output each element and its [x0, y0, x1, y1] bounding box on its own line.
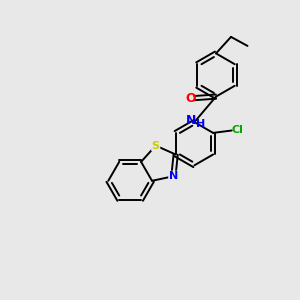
Text: N: N — [169, 171, 178, 181]
Text: Cl: Cl — [232, 125, 244, 136]
Text: N: N — [186, 114, 197, 127]
Text: O: O — [185, 92, 196, 105]
Text: H: H — [196, 118, 206, 129]
Text: S: S — [152, 141, 160, 151]
